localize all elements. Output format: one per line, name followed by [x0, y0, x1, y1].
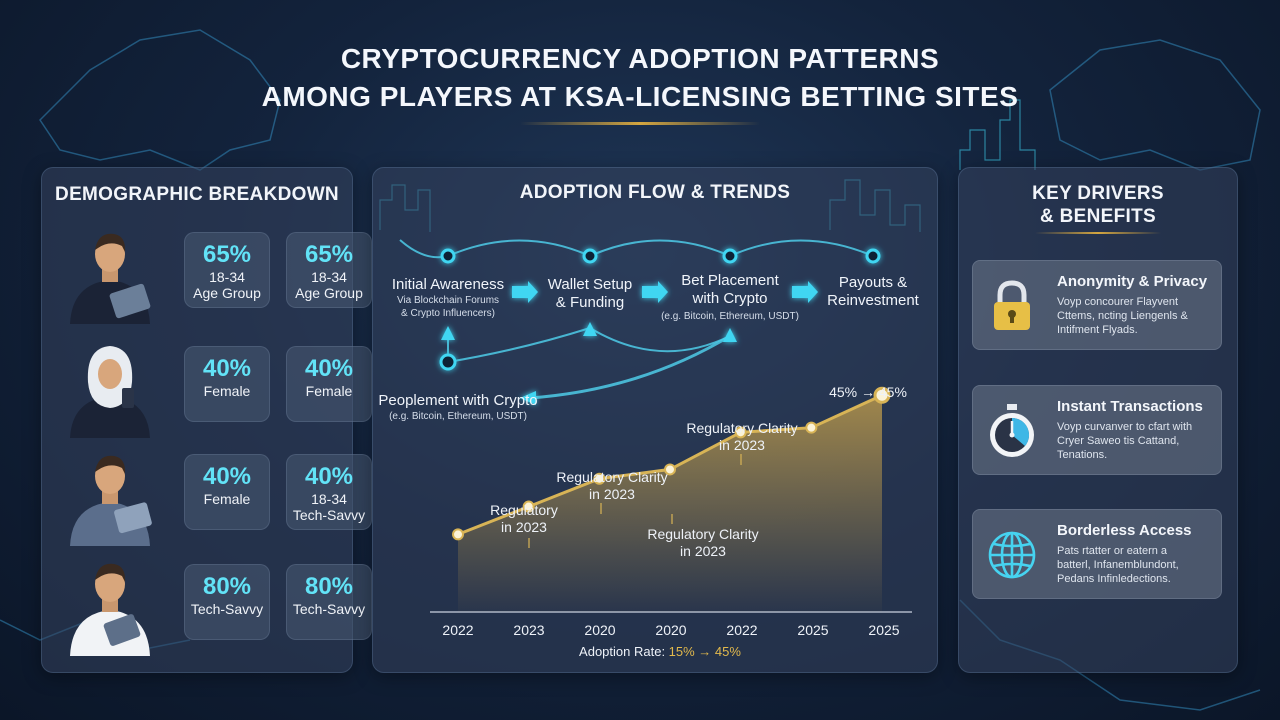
flow-branch-label: Peoplement with Crypto: [378, 392, 538, 409]
woman-in-hijab-with-phone-icon: [70, 346, 150, 438]
key-drivers-title-divider: [1035, 232, 1161, 234]
flow-step-wallet-label: Wallet Setup & Funding: [547, 276, 633, 311]
man-with-tablet-icon: [70, 233, 151, 324]
chart-annotation: Regulatory Clarity in 2023: [556, 469, 668, 502]
demographic-panel-title: DEMOGRAPHIC BREAKDOWN: [55, 184, 339, 205]
stat-percent: 40%: [304, 463, 354, 490]
stat-percent: 40%: [304, 355, 354, 382]
key-drivers-title: KEY DRIVERS & BENEFITS: [958, 182, 1238, 228]
x-tick-label: 2025: [868, 622, 900, 638]
chart-annotation: Regulatory Clarity in 2023: [647, 526, 759, 559]
stat-percent: 65%: [304, 241, 354, 268]
adoption-flow-title: ADOPTION FLOW & TRENDS: [519, 182, 791, 203]
flow-branch-sub: (e.g. Bitcoin, Ethereum, USDT): [389, 411, 527, 422]
stopwatch-icon: [990, 404, 1034, 457]
driver-description: Pats rtatter or eatern a batterl, Infane…: [1057, 545, 1179, 585]
demographic-row: 80% Tech-Savvy 80% Tech-Savvy: [42, 556, 372, 656]
driver-description: Voyp curvanver to cfart with Cryer Saweo…: [1057, 421, 1193, 461]
driver-title: Instant Transactions: [1057, 398, 1203, 415]
title-line-2: AMONG PLAYERS AT KSA-LICENSING BETTING S…: [261, 81, 1019, 112]
stat-label: 18-34 Age Group: [193, 269, 261, 301]
flow-step-awareness-sub: Via Blockchain Forums & Crypto Influence…: [396, 295, 500, 319]
driver-description: Voyp concourer Flayvent Cttems, ncting L…: [1057, 296, 1188, 336]
stat-card: 80% Tech-Savvy: [286, 564, 372, 640]
adoption-rate-prefix: Adoption Rate:: [579, 644, 669, 659]
demographic-row: 40% Female 40% Female: [42, 338, 372, 438]
stat-card: 40% Female: [184, 454, 270, 530]
stat-label: 18-34 Tech-Savvy: [292, 491, 366, 523]
key-drivers-title-line-1: KEY DRIVERS: [1032, 183, 1164, 204]
stat-label: Female: [305, 383, 353, 399]
driver-card-anonymity: Anonymity & Privacy Voyp concourer Flayv…: [972, 260, 1222, 350]
man-in-thobe-with-tablet-icon: [70, 563, 150, 656]
x-tick-label: 2020: [655, 622, 687, 638]
stat-card: 65% 18-34 Age Group: [286, 232, 372, 308]
demographic-panel: DEMOGRAPHIC BREAKDOWN 65% 18-34 Age Grou…: [41, 167, 372, 673]
driver-title: Anonymity & Privacy: [1057, 273, 1208, 290]
demographic-row: 65% 18-34 Age Group 65% 18-34 Age Group: [42, 224, 372, 324]
demographic-row: 40% Female 40% 18-34 Tech-Savvy: [42, 446, 372, 546]
stat-label: 18-34 Age Group: [295, 269, 363, 301]
x-tick-label: 2025: [797, 622, 829, 638]
driver-card-borderless: Borderless Access Pats rtatter or eatern…: [972, 509, 1222, 599]
flow-step-awareness-label: Initial Awareness: [391, 276, 505, 293]
title-divider: [520, 122, 760, 125]
stat-label: Female: [203, 491, 251, 507]
stat-percent: 65%: [202, 241, 252, 268]
chart-annotation: 45% → 45%: [829, 384, 907, 400]
key-drivers-title-line-2: & BENEFITS: [1040, 206, 1156, 227]
flow-step-payout-label: Payouts & Reinvestment: [827, 274, 919, 309]
x-tick-label: 2022: [726, 622, 758, 638]
adoption-rate-value: 15% → 45%: [668, 644, 741, 659]
flow-step-bet-sub: (e.g. Bitcoin, Ethereum, USDT): [661, 311, 799, 322]
chart-annotation: Regulatory in 2023: [490, 502, 558, 535]
padlock-icon: [994, 280, 1030, 330]
driver-title: Borderless Access: [1057, 522, 1192, 539]
man-with-tablet-icon: [70, 455, 152, 546]
stat-label: Female: [203, 383, 251, 399]
stat-percent: 40%: [202, 463, 252, 490]
stat-label: Tech-Savvy: [190, 601, 264, 617]
page-title: CRYPTOCURRENCY ADOPTION PATTERNS AMONG P…: [0, 40, 1280, 116]
title-line-1: CRYPTOCURRENCY ADOPTION PATTERNS: [340, 43, 940, 74]
stat-label: Tech-Savvy: [292, 601, 366, 617]
stat-card: 40% Female: [184, 346, 270, 422]
x-tick-label: 2022: [442, 622, 474, 638]
stat-card: 40% Female: [286, 346, 372, 422]
stat-percent: 40%: [202, 355, 252, 382]
stat-card: 65% 18-34 Age Group: [184, 232, 270, 308]
stat-card: 80% Tech-Savvy: [184, 564, 270, 640]
driver-card-instant: Instant Transactions Voyp curvanver to c…: [972, 385, 1222, 475]
flow-step-bet-label: Bet Placement with Crypto: [681, 272, 779, 307]
stat-card: 40% 18-34 Tech-Savvy: [286, 454, 372, 530]
globe-icon: [988, 531, 1036, 579]
adoption-rate-footer: Adoption Rate: 15% → 45%: [540, 644, 780, 659]
x-tick-label: 2020: [584, 622, 616, 638]
stat-percent: 80%: [304, 573, 354, 600]
chart-annotation: Regulatory Clarity in 2023: [686, 420, 798, 453]
x-tick-label: 2023: [513, 622, 545, 638]
stat-percent: 80%: [202, 573, 252, 600]
